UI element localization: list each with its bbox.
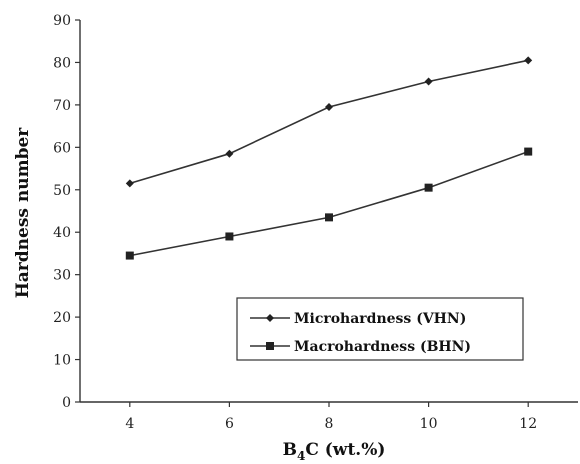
y-tick-label: 20	[53, 310, 71, 326]
x-tick-label: 4	[125, 416, 134, 432]
legend-label-microhardness: Microhardness (VHN)	[294, 311, 466, 327]
data-point-macrohardness	[325, 213, 333, 222]
data-point-microhardness	[225, 149, 234, 158]
data-point-macrohardness	[125, 251, 134, 260]
x-tick-label: 8	[325, 416, 334, 432]
y-tick-label: 80	[53, 55, 71, 71]
data-point-microhardness	[325, 103, 333, 112]
legend-marker-macrohardness	[266, 342, 274, 350]
x-tick-label: 6	[225, 416, 234, 432]
data-point-microhardness	[125, 179, 134, 188]
series-macrohardness	[125, 147, 533, 260]
x-axis: 4 6 8 10 12	[80, 401, 578, 432]
y-axis: 0 10 20 30 40 50 60 70 80 90	[53, 13, 81, 411]
data-point-microhardness	[424, 77, 433, 86]
y-tick-label: 70	[53, 98, 71, 114]
data-point-macrohardness	[524, 147, 533, 156]
x-tick-label: 12	[519, 416, 537, 432]
y-tick-label: 0	[62, 395, 71, 411]
data-point-macrohardness	[424, 183, 433, 192]
legend-label-macrohardness: Macrohardness (BHN)	[294, 339, 471, 355]
x-tick-label: 10	[420, 416, 438, 432]
y-tick-label: 40	[53, 225, 71, 241]
y-tick-label: 60	[53, 140, 71, 156]
series-line-microhardness	[129, 59, 529, 185]
y-tick-label: 90	[53, 13, 71, 29]
legend-box	[236, 297, 524, 361]
data-point-microhardness	[524, 56, 533, 65]
legend-item-microhardness: Microhardness (VHN)	[250, 311, 466, 327]
x-axis-title-rest: C (wt.%)	[305, 440, 385, 460]
x-axis-title-base: B	[283, 440, 297, 460]
legend-item-macrohardness: Macrohardness (BHN)	[250, 339, 471, 355]
plot-area: 0 10 20 30 40 50 60 70 80 90 4 6 8 10 12	[53, 13, 578, 432]
x-axis-title: B4C (wt.%)	[283, 440, 386, 463]
legend-marker-microhardness	[266, 314, 274, 322]
series-microhardness	[125, 56, 533, 188]
y-axis-title: Hardness number	[13, 127, 33, 299]
legend: Microhardness (VHN) Macrohardness (BHN)	[236, 297, 524, 361]
series-layer	[125, 56, 533, 260]
data-point-macrohardness	[225, 232, 234, 241]
series-line-macrohardness	[129, 150, 529, 257]
y-tick-label: 10	[53, 353, 71, 369]
y-tick-label: 50	[53, 183, 71, 199]
y-tick-label: 30	[53, 268, 71, 284]
x-axis-title-subscript: 4	[297, 449, 305, 463]
